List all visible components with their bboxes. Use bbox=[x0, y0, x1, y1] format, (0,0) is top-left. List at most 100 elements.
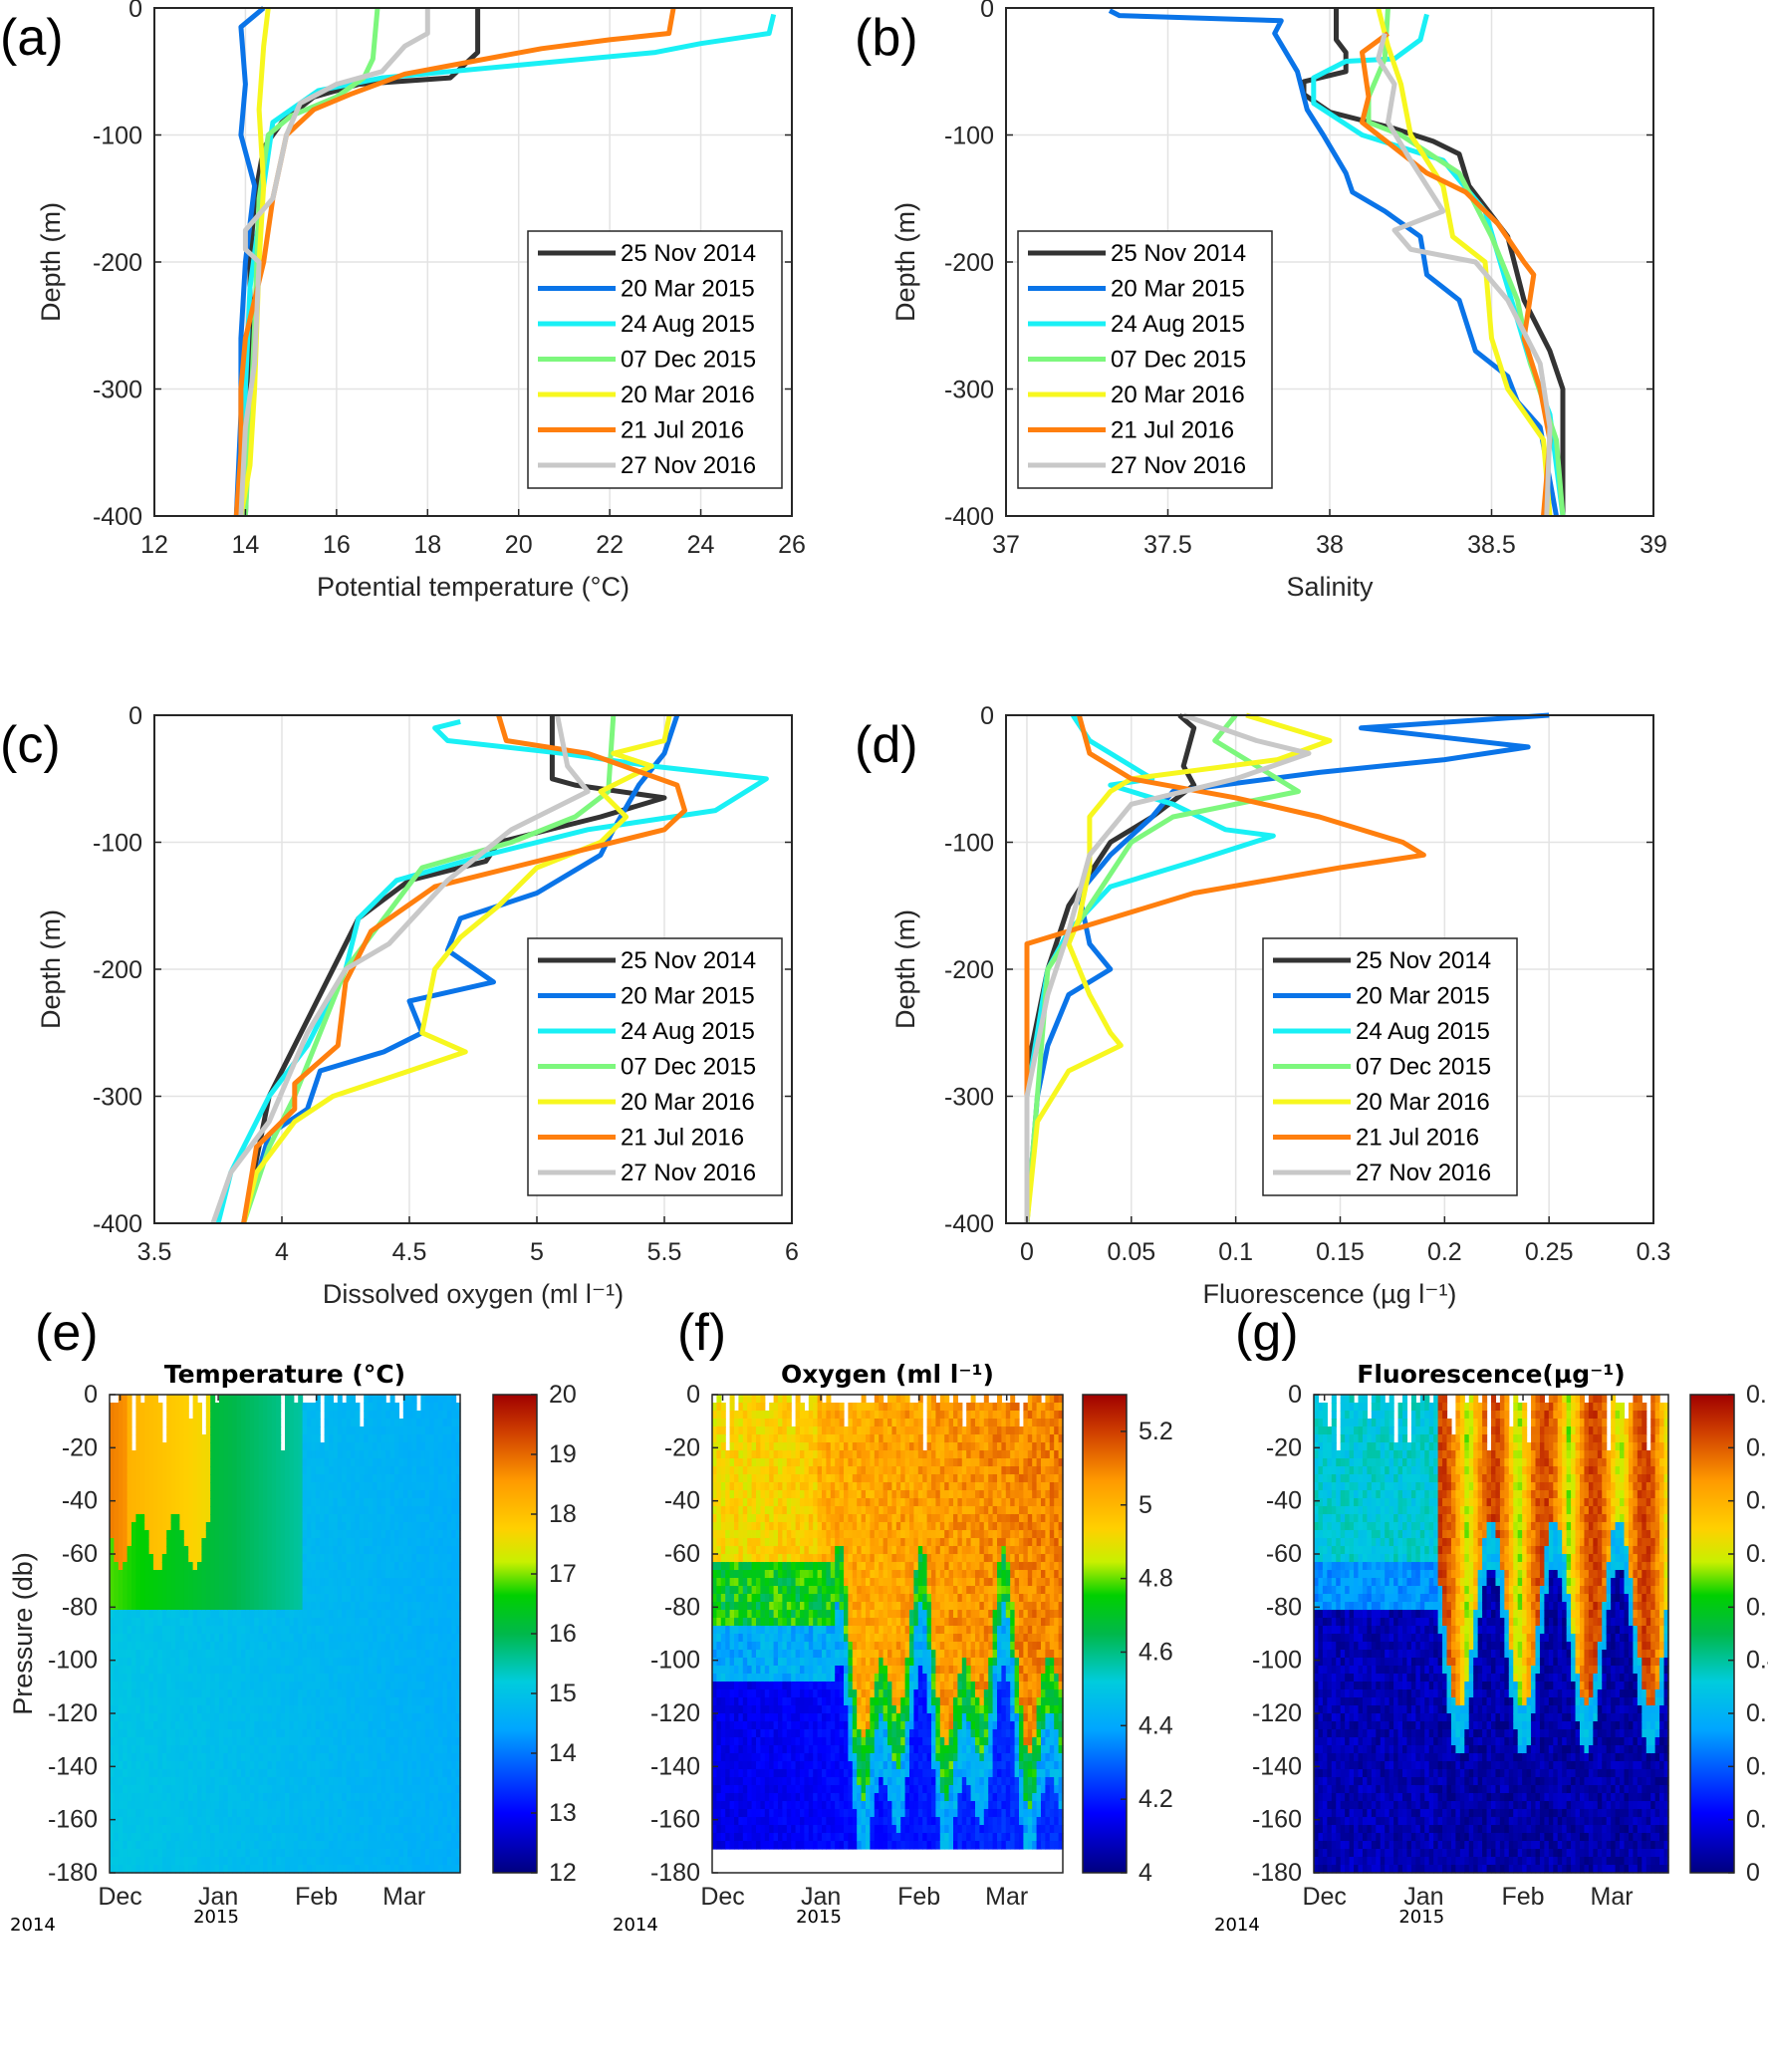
heatmap-cell bbox=[337, 1602, 343, 1611]
heatmap-cell bbox=[429, 1538, 435, 1547]
heatmap-cell bbox=[333, 1434, 339, 1443]
heatmap-cell bbox=[161, 1841, 167, 1850]
heatmap-cell bbox=[118, 1562, 124, 1571]
heatmap-cell bbox=[254, 1578, 260, 1587]
heatmap-cell bbox=[188, 1570, 194, 1579]
heatmap-cell bbox=[249, 1538, 255, 1547]
legend-entry: 20 Mar 2016 bbox=[621, 382, 755, 408]
heatmap-cell bbox=[166, 1395, 172, 1404]
heatmap-cell bbox=[359, 1546, 365, 1555]
heatmap-cell bbox=[373, 1618, 378, 1627]
heatmap-cell bbox=[442, 1618, 448, 1627]
heatmap-cell bbox=[337, 1658, 343, 1667]
heatmap-cell bbox=[438, 1442, 443, 1451]
legend-entry: 20 Mar 2016 bbox=[1356, 1089, 1490, 1116]
heatmap-cell bbox=[214, 1841, 220, 1850]
heatmap-cell bbox=[380, 1753, 386, 1762]
heatmap-cell bbox=[131, 1793, 136, 1802]
heatmap-cell bbox=[342, 1618, 348, 1627]
heatmap-cell bbox=[197, 1618, 202, 1627]
heatmap-cell bbox=[161, 1538, 167, 1547]
heatmap-cell bbox=[455, 1682, 461, 1690]
heatmap-cell bbox=[420, 1403, 426, 1412]
heatmap-cell bbox=[170, 1682, 176, 1690]
heatmap-cell bbox=[183, 1689, 189, 1698]
heatmap-cell bbox=[320, 1570, 326, 1579]
heatmap-cell bbox=[280, 1546, 286, 1555]
heatmap-cell bbox=[289, 1769, 295, 1778]
heatmap-cell bbox=[232, 1626, 238, 1635]
heatmap-cell bbox=[373, 1769, 378, 1778]
heatmap-cell bbox=[446, 1419, 452, 1427]
heatmap-cell bbox=[351, 1825, 356, 1834]
series-line-4 bbox=[241, 714, 617, 1224]
heatmap-cell bbox=[364, 1705, 370, 1714]
heatmap-cell bbox=[315, 1450, 321, 1459]
heatmap-cell bbox=[298, 1705, 304, 1714]
heatmap-cell bbox=[359, 1634, 365, 1643]
heatmap-cell bbox=[183, 1554, 189, 1563]
heatmap-cell bbox=[368, 1442, 374, 1451]
heatmap-cell bbox=[223, 1562, 229, 1571]
heatmap-cell bbox=[411, 1809, 417, 1818]
heatmap-cell bbox=[307, 1434, 312, 1443]
heatmap-cell bbox=[214, 1849, 220, 1858]
heatmap-cell bbox=[333, 1498, 339, 1507]
heatmap-cell bbox=[205, 1769, 211, 1778]
heatmap-cell bbox=[420, 1434, 426, 1443]
x-tick-label: 26 bbox=[778, 531, 806, 559]
heatmap-cell bbox=[342, 1466, 348, 1475]
heatmap-cell bbox=[188, 1801, 194, 1810]
heatmap-cell bbox=[394, 1426, 399, 1435]
heatmap-cell bbox=[411, 1426, 417, 1435]
heatmap-cell bbox=[201, 1745, 207, 1754]
heatmap-cell bbox=[346, 1801, 352, 1810]
heatmap-cell bbox=[232, 1801, 238, 1810]
heatmap-cell bbox=[144, 1753, 150, 1762]
heatmap-cell bbox=[110, 1458, 115, 1467]
heatmap-cell bbox=[302, 1674, 308, 1683]
heatmap-cell bbox=[377, 1538, 382, 1547]
heatmap-cell bbox=[398, 1658, 404, 1667]
heatmap-cell bbox=[201, 1578, 207, 1587]
heatmap-cell bbox=[368, 1530, 374, 1539]
heatmap-cell bbox=[293, 1602, 299, 1611]
heatmap-cell bbox=[263, 1450, 268, 1459]
heatmap-cell bbox=[455, 1530, 461, 1539]
heatmap-cell bbox=[249, 1721, 255, 1730]
heatmap-cell bbox=[429, 1745, 435, 1754]
heatmap-cell bbox=[402, 1769, 408, 1778]
heatmap-cell bbox=[402, 1642, 408, 1651]
heatmap-cell bbox=[442, 1578, 448, 1587]
heatmap-cell bbox=[280, 1634, 286, 1643]
heatmap-cell bbox=[293, 1658, 299, 1667]
heatmap-cell bbox=[123, 1825, 128, 1834]
heatmap-cell bbox=[420, 1697, 426, 1706]
heatmap-cell bbox=[280, 1522, 286, 1531]
heatmap-cell bbox=[293, 1769, 299, 1778]
heatmap-cell bbox=[293, 1785, 299, 1794]
heatmap-cell bbox=[210, 1562, 216, 1571]
heatmap-cell bbox=[267, 1403, 273, 1412]
heatmap-cell bbox=[192, 1546, 198, 1555]
heatmap-cell bbox=[346, 1705, 352, 1714]
heatmap-cell bbox=[161, 1498, 167, 1507]
heatmap-cell bbox=[118, 1809, 124, 1818]
heatmap-cell bbox=[389, 1642, 395, 1651]
heatmap-cell bbox=[192, 1458, 198, 1467]
heatmap-cell bbox=[398, 1769, 404, 1778]
heatmap-cell bbox=[135, 1689, 141, 1698]
heatmap-cell bbox=[394, 1586, 399, 1595]
heatmap-cell bbox=[135, 1650, 141, 1659]
heatmap-cell bbox=[402, 1721, 408, 1730]
heatmap-cell bbox=[385, 1817, 391, 1826]
heatmap-cell bbox=[170, 1761, 176, 1770]
heatmap-cell bbox=[179, 1801, 185, 1810]
heatmap-cell bbox=[245, 1546, 251, 1555]
heatmap-cell bbox=[192, 1666, 198, 1675]
heatmap-cell bbox=[329, 1419, 334, 1427]
heatmap-cell bbox=[144, 1833, 150, 1842]
heatmap-cell bbox=[298, 1713, 304, 1722]
heatmap-cell bbox=[276, 1849, 282, 1858]
heatmap-cell bbox=[438, 1514, 443, 1523]
